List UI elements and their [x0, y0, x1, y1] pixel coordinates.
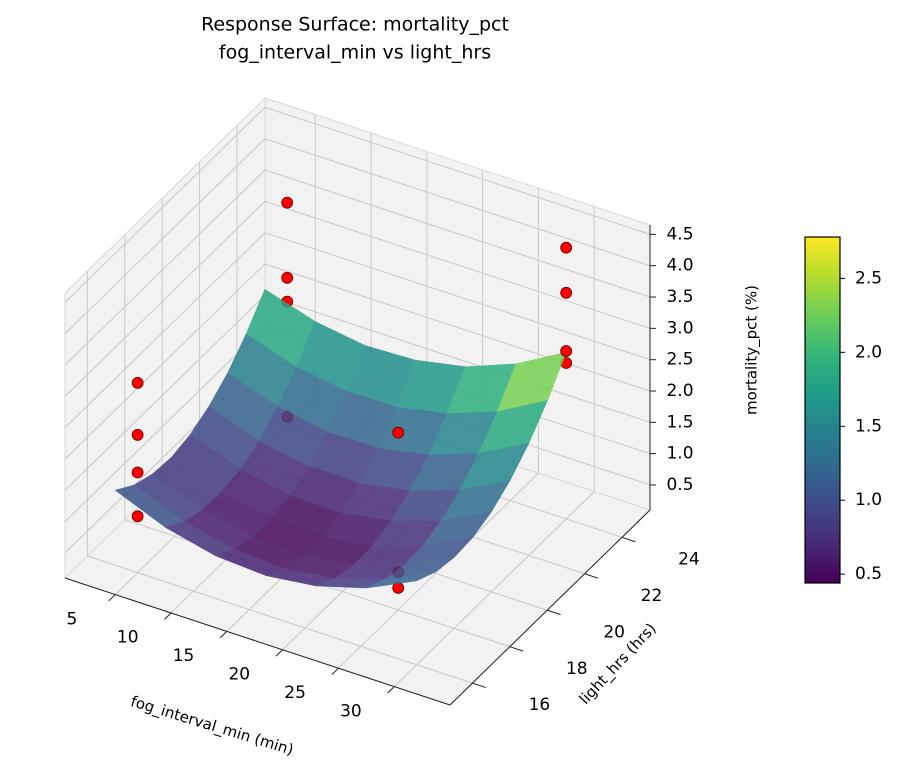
grid-line — [64, 294, 266, 491]
z-tick-label: 3.5 — [666, 287, 693, 307]
y-tick-label: 22 — [641, 586, 663, 606]
data-point — [281, 271, 294, 284]
data-point — [131, 466, 144, 479]
grid-line — [264, 294, 651, 423]
tick-mark — [509, 646, 524, 652]
grid-line — [64, 263, 266, 460]
z-tick-label: 1.0 — [666, 444, 693, 464]
y-tick-label: 18 — [566, 659, 588, 679]
data-point — [131, 428, 144, 441]
y-tick-label: 20 — [603, 622, 625, 642]
grid-line — [264, 106, 651, 235]
z-tick-label: 0.5 — [666, 475, 693, 495]
data-point — [281, 196, 294, 209]
x-tick-label: 30 — [340, 701, 362, 721]
colorbar — [804, 236, 841, 584]
tick-mark — [219, 631, 228, 639]
z-tick-label: 4.5 — [666, 224, 693, 244]
colorbar-tick-label: 1.5 — [855, 416, 882, 436]
tick-mark — [331, 667, 339, 675]
grid-line — [64, 232, 266, 429]
tick-mark — [108, 594, 116, 602]
grid-line — [264, 138, 651, 267]
data-point — [560, 241, 573, 254]
z-tick-label: 4.0 — [666, 256, 693, 276]
surface — [114, 288, 567, 589]
colorbar-tick-label: 0.5 — [855, 564, 882, 584]
x-tick-label: 25 — [284, 683, 306, 703]
grid-line — [264, 232, 651, 361]
x-axis-label: fog_interval_min (min) — [128, 692, 295, 760]
grid-line — [64, 138, 266, 335]
tick-mark — [164, 612, 172, 620]
z-axis-label: mortality_pct (%) — [743, 285, 762, 415]
tick-mark — [621, 536, 636, 543]
data-point — [560, 345, 573, 357]
z-tick-label: 1.5 — [666, 412, 693, 432]
x-tick-label: 10 — [117, 628, 139, 648]
chart-title: Response Surface: mortality_pct — [201, 14, 509, 36]
grid-line — [87, 555, 473, 684]
x-tick-label: 15 — [173, 646, 195, 666]
z-tick-label: 3.0 — [666, 318, 693, 338]
surface-cell — [366, 571, 436, 589]
grid-line — [64, 107, 266, 303]
colorbar-tick-label: 1.0 — [855, 490, 882, 510]
tick-mark — [387, 686, 395, 694]
data-point — [131, 377, 144, 389]
axis-line — [64, 577, 451, 706]
tick-mark — [275, 649, 283, 657]
z-tick-label: 2.5 — [666, 350, 693, 370]
chart-subtitle: fog_interval_min vs light_hrs — [219, 42, 491, 64]
tick-mark — [584, 573, 599, 579]
tick-mark — [547, 609, 561, 616]
data-point — [560, 286, 573, 299]
data-point — [392, 426, 405, 439]
grid-line — [393, 491, 595, 687]
colorbar-tick-label: 2.5 — [855, 268, 882, 288]
colorbar-tick-label: 2.0 — [855, 342, 882, 362]
grid-line — [264, 200, 651, 329]
grid-line — [338, 472, 539, 669]
grid-line — [264, 263, 651, 392]
x-tick-label: 20 — [228, 665, 250, 685]
tick-mark — [472, 682, 486, 689]
data-point — [131, 510, 144, 523]
y-tick-label: 24 — [678, 549, 700, 569]
x-tick-label: 5 — [67, 609, 78, 629]
y-tick-label: 16 — [529, 695, 551, 715]
grid-line — [64, 326, 266, 522]
axis-line — [449, 509, 651, 706]
z-tick-label: 2.0 — [666, 381, 693, 401]
grid-line — [264, 169, 651, 298]
grid-line — [64, 169, 266, 366]
grid-line — [64, 200, 266, 397]
